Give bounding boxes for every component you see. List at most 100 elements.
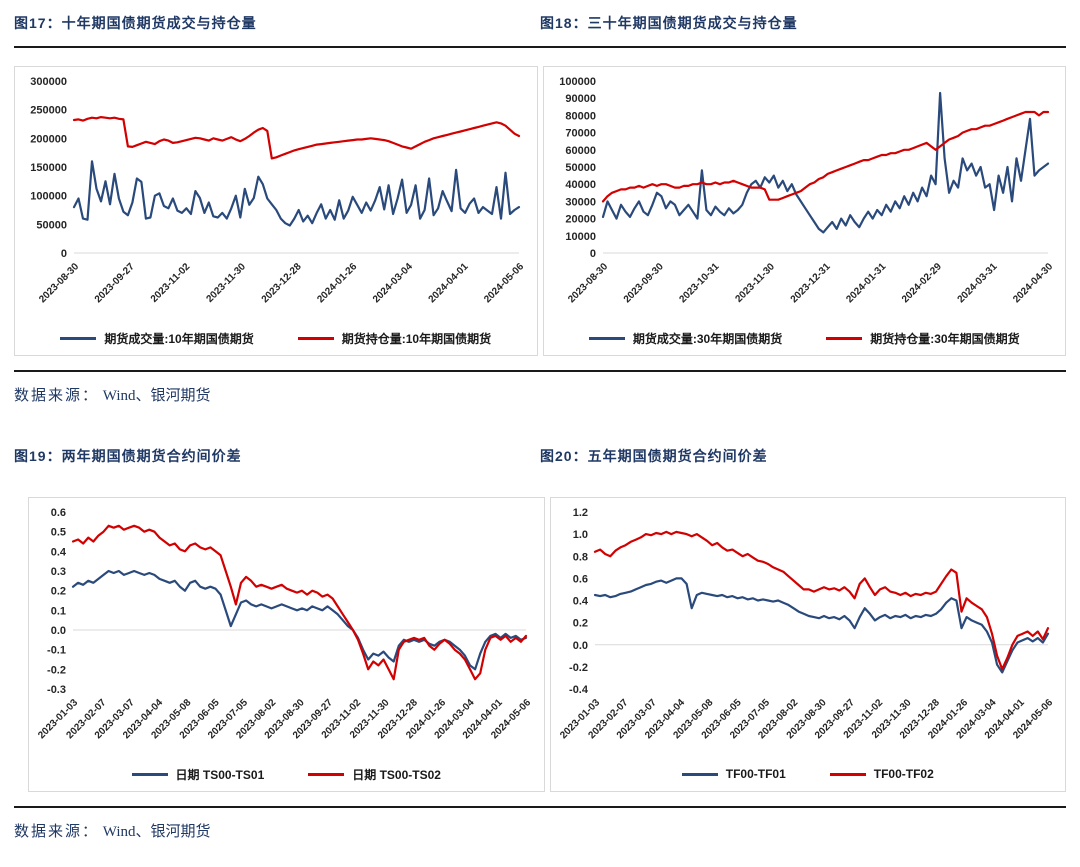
y-axis-tick-label: 1.0	[572, 529, 587, 541]
legend-line-swatch	[681, 772, 718, 776]
legend-line-swatch	[829, 772, 866, 776]
figure-19-title: 图19：两年期国债期货合约间价差	[14, 448, 242, 464]
legend-line-swatch	[60, 336, 97, 340]
figure-17-title: 图17：十年期国债期货成交与持仓量	[14, 15, 257, 31]
legend-line-swatch	[308, 772, 345, 776]
y-axis-tick-label: 0.0	[572, 640, 587, 652]
series-line	[71, 569, 528, 671]
y-axis-tick-label: 50000	[565, 162, 596, 174]
series-line	[601, 91, 1049, 234]
data-source-label: 数据来源：	[14, 824, 100, 840]
legend-item: 期货持仓量:30年期国债期货	[826, 330, 1020, 347]
data-source-line-2: 数据来源： Wind、银河期货	[14, 820, 1066, 841]
legend-label: TF00-TF01	[725, 767, 786, 781]
y-axis-tick-label: -0.1	[47, 645, 66, 657]
chart-plot-area: 0 10000 20000 30000 40000 50000 60000 70000 8000…	[559, 76, 1055, 305]
legend-item: 期货成交量:30年期国债期货	[588, 330, 782, 347]
y-axis-tick-label: 0.6	[51, 507, 66, 519]
series-line	[72, 160, 521, 227]
legend-line-swatch	[588, 336, 625, 340]
divider-line-bottom	[14, 806, 1066, 808]
y-axis-tick-label: 0.5	[51, 527, 66, 539]
y-axis-tick-label: 0.2	[572, 618, 587, 630]
data-source-value: Wind、银河期货	[102, 824, 211, 840]
series-line	[72, 115, 521, 160]
legend-item: TF00-TF02	[829, 767, 934, 781]
y-axis-tick-label: 250000	[30, 105, 67, 117]
series-line	[593, 577, 1049, 674]
chart-legend: 期货成交量:10年期国债期货 期货持仓量:10年期国债期货	[15, 318, 537, 355]
y-axis-tick-label: 200000	[30, 133, 67, 145]
legend-label: 期货成交量:10年期国债期货	[104, 331, 254, 346]
x-axis-tick-label: 2024-04-30	[1011, 261, 1055, 305]
y-axis-tick-label: 90000	[565, 93, 596, 105]
y-axis-tick-label: -0.3	[47, 684, 66, 696]
y-axis-tick-label: 100000	[559, 76, 596, 88]
x-axis-tick-label: 2024-01-31	[844, 261, 888, 305]
x-axis-tick-label: 2023-11-30	[733, 261, 777, 305]
y-axis-tick-label: 0	[589, 248, 595, 260]
x-axis-tick-label: 2023-10-31	[677, 261, 721, 305]
legend-label: 期货持仓量:30年期国债期货	[870, 331, 1020, 346]
legend-item: 日期 TS00-TS02	[308, 766, 441, 783]
y-axis-tick-label: 0.4	[51, 546, 67, 558]
y-axis-tick-label: 300000	[30, 76, 67, 88]
chart-legend: 期货成交量:30年期国债期货 期货持仓量:30年期国债期货	[544, 318, 1066, 355]
chart-30y-volume-open-interest: 0 10000 20000 30000 40000 50000 60000 70000 8000…	[542, 66, 1066, 356]
figure-18-title: 图18：三十年期国债期货成交与持仓量	[540, 15, 798, 31]
y-axis-tick-label: 150000	[30, 162, 67, 174]
x-axis-tick-label: 2024-02-29	[899, 261, 943, 305]
chart-plot-area: 0 50000 100000 150000 200000 250000 300000 2023…	[30, 76, 526, 305]
x-axis-tick-label: 2023-08-30	[566, 261, 610, 305]
data-source-line-1: 数据来源： Wind、银河期货	[14, 384, 1066, 405]
x-axis-tick-label: 2024-03-31	[955, 261, 999, 305]
y-axis-tick-label: 40000	[565, 179, 596, 191]
y-axis-tick-label: 100000	[30, 191, 67, 203]
y-axis-tick-label: 70000	[565, 128, 596, 140]
y-axis-tick-label: 60000	[565, 145, 596, 157]
legend-label: 日期 TS00-TS02	[352, 767, 441, 782]
x-axis-tick-label: 2023-11-02	[149, 261, 193, 305]
chart-10y-volume-open-interest: 0 50000 100000 150000 200000 250000 300000 2023…	[14, 66, 538, 356]
data-source-value: Wind、银河期货	[102, 388, 211, 404]
legend-line-swatch	[131, 772, 168, 776]
y-axis-tick-label: -0.2	[47, 664, 66, 676]
y-axis-tick-label: 0.3	[51, 566, 66, 578]
y-axis-tick-label: 1.2	[572, 507, 587, 519]
y-axis-tick-label: 10000	[565, 231, 596, 243]
y-axis-tick-label: 0.4	[572, 596, 588, 608]
series-line	[593, 530, 1049, 671]
x-axis-tick-label: 2023-08-30	[37, 261, 81, 305]
legend-line-swatch	[826, 336, 863, 340]
x-axis-tick-label: 2023-09-30	[621, 261, 665, 305]
divider-line-top	[14, 46, 1066, 48]
x-axis-tick-label: 2023-12-28	[260, 261, 304, 305]
y-axis-tick-label: 0.1	[51, 605, 66, 617]
y-axis-tick-label: 0	[61, 248, 67, 260]
divider-line-middle	[14, 370, 1066, 372]
y-axis-tick-label: 20000	[565, 214, 596, 226]
legend-item: TF00-TF01	[681, 767, 786, 781]
figure-20-title: 图20：五年期国债期货合约间价差	[540, 448, 768, 464]
chart-2y-contract-spread: -0.3 -0.2 -0.1 0.0 0.1 0.2 0.3 0.4 0.5 0.6 2023-01…	[28, 497, 545, 792]
legend-line-swatch	[297, 336, 334, 340]
y-axis-tick-label: -0.4	[569, 684, 589, 696]
y-axis-tick-label: 30000	[565, 196, 596, 208]
x-axis-tick-label: 2024-03-04	[371, 261, 415, 305]
x-axis-tick-label: 2024-01-26	[315, 261, 359, 305]
x-axis-tick-label: 2023-09-27	[93, 261, 137, 305]
y-axis-tick-label: 0.2	[51, 586, 66, 598]
chart-legend: 日期 TS00-TS01 日期 TS00-TS02	[29, 754, 544, 791]
charts-row-2: -0.3 -0.2 -0.1 0.0 0.1 0.2 0.3 0.4 0.5 0.6 2023-01…	[28, 497, 1066, 792]
figure-titles-row-2: 图19：两年期国债期货合约间价差 图20：五年期国债期货合约间价差	[14, 445, 1066, 467]
legend-item: 期货持仓量:10年期国债期货	[297, 330, 491, 347]
chart-legend: TF00-TF01 TF00-TF02	[551, 754, 1066, 791]
x-axis-tick-label: 2024-04-01	[427, 261, 471, 305]
y-axis-tick-label: 50000	[36, 219, 67, 231]
charts-row-1: 0 50000 100000 150000 200000 250000 300000 2023…	[14, 66, 1066, 356]
chart-5y-contract-spread: -0.4 -0.2 0.0 0.2 0.4 0.6 0.8 1.0 1.2 2023-01-03 2…	[549, 497, 1066, 792]
x-axis-tick-label: 2023-12-31	[788, 261, 832, 305]
legend-label: TF00-TF02	[873, 767, 934, 781]
legend-item: 期货成交量:10年期国债期货	[60, 330, 254, 347]
